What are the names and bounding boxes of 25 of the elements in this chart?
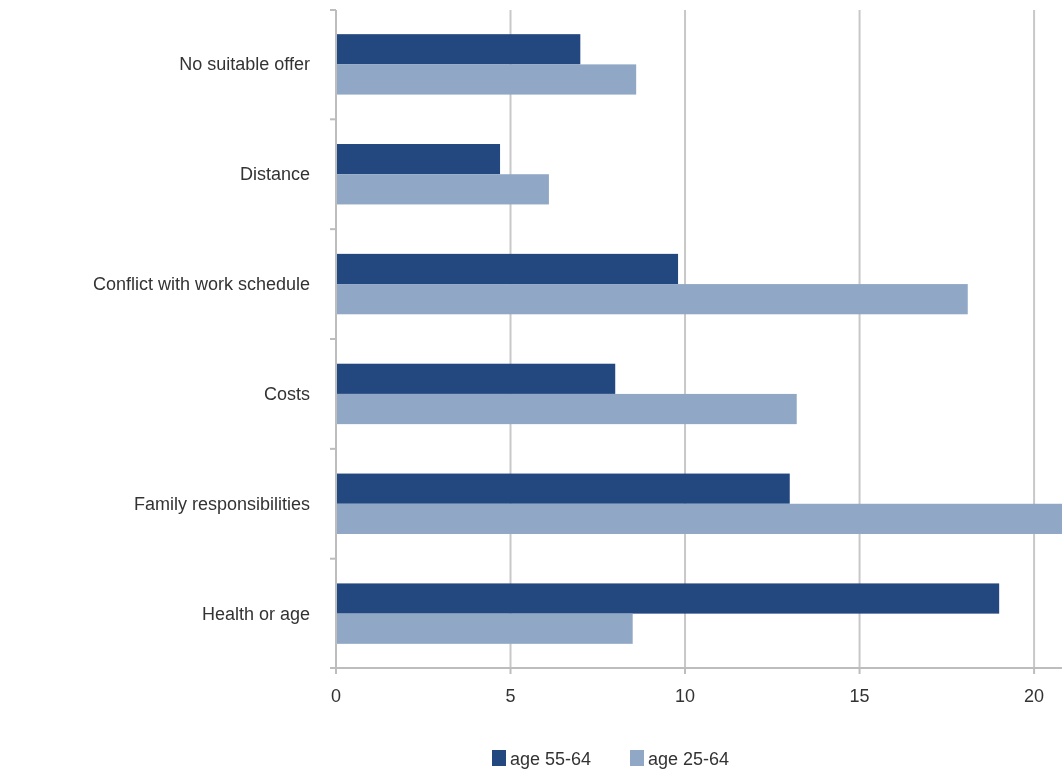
bar [336,253,679,285]
y-tick-label: Family responsibilities [133,493,310,514]
y-tick-label: Costs [263,383,310,404]
bar [336,174,549,205]
x-tick-label: 0 [330,686,342,706]
bar [336,583,1000,614]
bar [336,393,797,425]
y-tick-label: Health or age [201,603,310,624]
x-tick-label: 5 [505,686,516,706]
y-tick-label: Conflict with work schedule [92,274,310,295]
bar [336,613,633,644]
bar [336,284,968,315]
legend-label: age 25-64 [648,749,730,769]
x-tick-label: 15 [849,686,870,706]
y-tick-label: No suitable offer [179,54,310,75]
x-tick-label: 20 [1024,686,1045,706]
bar [336,503,1062,534]
x-tick-label: 10 [675,686,696,706]
bar [336,363,616,394]
bar [336,64,637,95]
bar [336,34,581,65]
y-tick-label: Distance [239,164,310,185]
bar [336,144,501,175]
legend-label: age 55-64 [510,749,592,769]
bar [336,473,790,504]
